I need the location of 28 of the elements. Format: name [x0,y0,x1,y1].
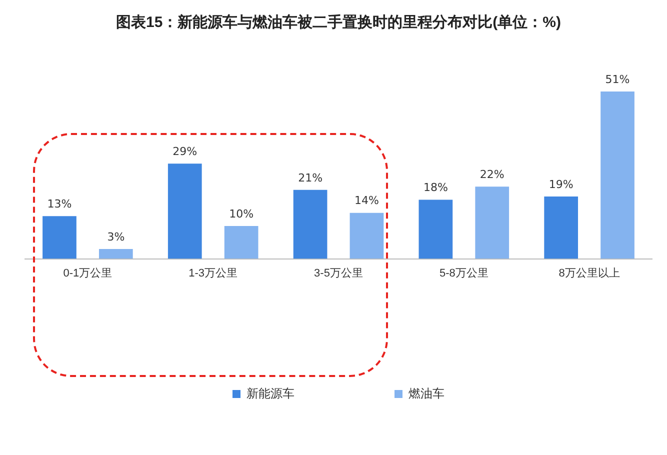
bar [600,92,634,259]
bar [418,200,453,259]
x-tick-label: 3-5万公里 [314,267,363,280]
data-label: 29% [172,145,198,158]
bar [168,164,202,259]
data-label: 10% [229,207,254,220]
bar [475,186,510,259]
x-tick-label: 5-8万公里 [439,267,488,280]
legend-label: 新能源车 [246,386,294,400]
chart-title: 图表15：新能源车与燃油车被二手置换时的里程分布对比(单位：%) [116,13,562,32]
x-tick-label: 8万公里以上 [558,266,620,280]
bar [544,196,578,259]
bar [293,190,328,259]
bar [350,212,384,259]
data-label: 13% [47,198,72,211]
bar [42,216,76,259]
bar [224,226,258,259]
data-label: 19% [548,178,574,191]
data-label: 21% [298,171,323,184]
data-label: 14% [354,194,379,208]
data-label: 22% [480,168,504,181]
data-label: 18% [423,181,448,194]
bar [98,248,133,259]
data-label: 51% [605,72,630,86]
data-label: 3% [107,230,125,244]
x-tick-label: 0-1万公里 [63,267,112,280]
x-tick-label: 1-3万公里 [188,267,238,280]
legend-label: 燃油车 [408,386,444,400]
